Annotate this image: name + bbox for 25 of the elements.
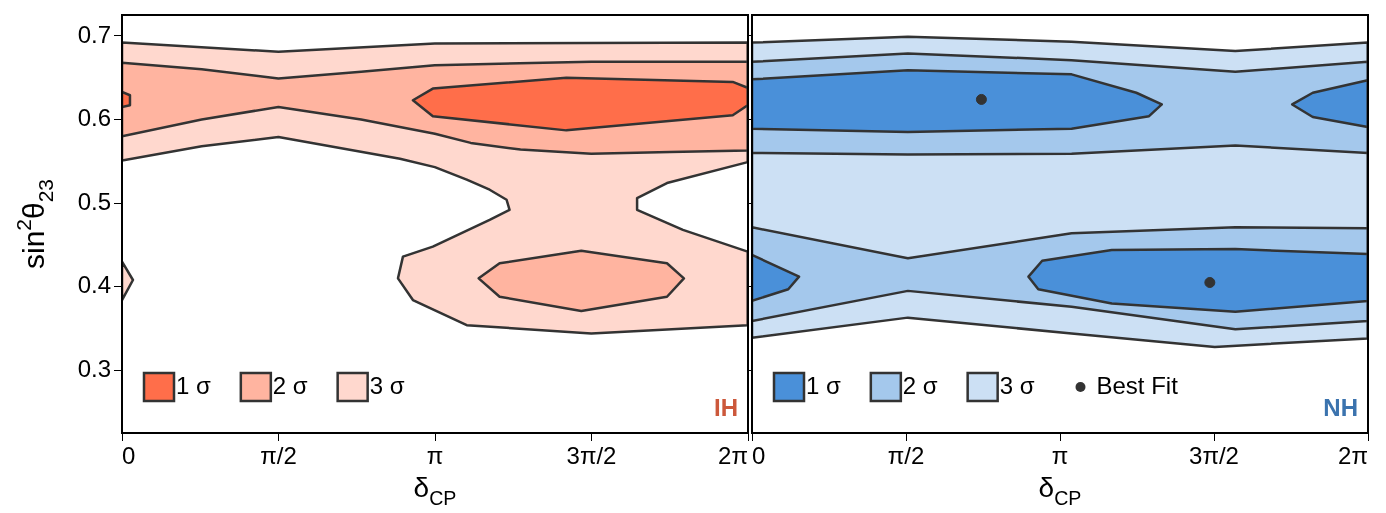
y-tick-label: 0.5 (77, 187, 111, 215)
y-tick-label: 0.4 (77, 271, 111, 299)
x-tick-label: π (1051, 442, 1069, 470)
x-tick-label: π/2 (260, 442, 297, 470)
legend-label: Best Fit (1096, 371, 1179, 399)
y-axis-title: sin2θ23 (12, 178, 57, 270)
annotation: NH (1323, 393, 1358, 421)
legend-label: 2 σ (902, 371, 938, 399)
annotation: IH (714, 393, 738, 421)
legend-label: 1 σ (806, 371, 842, 399)
x-tick-label: 2π (1338, 442, 1368, 470)
x-tick-label: π (426, 442, 444, 470)
y-tick-label: 0.6 (77, 104, 111, 132)
x-tick-label: 3π/2 (1189, 442, 1239, 470)
x-tick-label: 0 (752, 442, 766, 470)
legend-label: 2 σ (272, 371, 308, 399)
legend-label: 1 σ (176, 371, 212, 399)
legend-label: 3 σ (369, 371, 405, 399)
x-tick-label: 3π/2 (566, 442, 617, 470)
y-tick-label: 0.7 (77, 20, 111, 48)
y-tick-label: 0.3 (77, 354, 111, 382)
x-tick-label: 0 (122, 442, 136, 470)
x-tick-label: π/2 (887, 442, 925, 470)
legend-label: 3 σ (999, 371, 1035, 399)
x-tick-label: 2π (718, 442, 748, 470)
